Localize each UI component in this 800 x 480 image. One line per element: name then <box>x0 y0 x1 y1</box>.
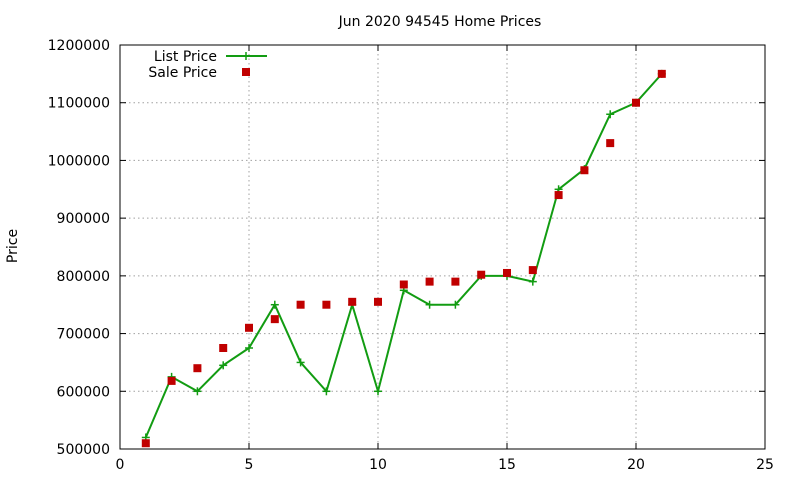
sale-price-point <box>632 98 640 107</box>
sale-price-point <box>167 376 176 385</box>
sale-price-point <box>296 300 305 309</box>
list-price-point <box>606 110 615 119</box>
y-tick-label: 900000 <box>57 211 110 227</box>
list-price-point <box>296 358 305 367</box>
series <box>141 69 666 448</box>
sale-price-point <box>399 280 408 289</box>
y-tick-label: 800000 <box>57 269 110 285</box>
sale-price-point <box>374 297 382 306</box>
sale-price-point <box>270 315 279 324</box>
sale-price-point <box>528 266 537 275</box>
list-price-point <box>270 300 279 309</box>
y-tick-label: 1200000 <box>48 38 110 54</box>
list-price-point <box>425 300 434 309</box>
list-price-point <box>322 387 331 396</box>
sale-price-point <box>322 300 331 309</box>
sale-price-point <box>657 69 666 78</box>
list-price-point <box>193 387 202 396</box>
sale-price-point <box>193 364 202 373</box>
x-tick-label: 0 <box>116 457 125 473</box>
sale-price-point <box>219 344 228 352</box>
legend-marker-sale-price <box>242 68 250 76</box>
legend-marker-list-price <box>242 52 250 60</box>
list-price-point <box>245 344 253 352</box>
list-price-line <box>144 73 663 438</box>
list-price-point <box>219 361 228 370</box>
x-tick-label: 25 <box>756 457 774 473</box>
sale-price-point <box>606 139 615 148</box>
y-tick-label: 600000 <box>57 384 110 400</box>
y-tick-label: 500000 <box>57 442 110 458</box>
sale-price-point <box>451 277 460 286</box>
x-tick-label: 5 <box>245 457 254 473</box>
sale-price-point <box>141 439 150 448</box>
sale-price-point <box>554 191 563 200</box>
plot-frame <box>119 44 766 450</box>
sale-price-point <box>580 166 589 175</box>
grid <box>120 45 765 449</box>
x-tick-label: 15 <box>498 457 516 473</box>
list-price-point <box>451 300 460 309</box>
x-tick-label: 20 <box>627 457 645 473</box>
sale-price-point <box>503 268 511 277</box>
sale-price-point <box>425 277 434 286</box>
sale-price-point <box>348 297 357 306</box>
legend-label-list-price: List Price <box>154 49 217 65</box>
legend-label-sale-price: Sale Price <box>148 65 217 81</box>
list-price-point <box>374 387 382 396</box>
x-tick-label: 10 <box>369 457 387 473</box>
y-tick-label: 1100000 <box>48 96 110 112</box>
axes: 0 5 10 15 20 25 500000 600000 700000 800000 900000… <box>48 38 774 473</box>
list-price-point <box>528 277 537 286</box>
y-axis-label: Price <box>5 229 21 263</box>
y-tick-label: 1000000 <box>48 153 110 169</box>
sale-price-point <box>477 270 486 279</box>
sale-price-point <box>245 323 253 332</box>
chart-title: Jun 2020 94545 Home Prices <box>338 14 542 30</box>
y-tick-label: 700000 <box>57 327 110 343</box>
